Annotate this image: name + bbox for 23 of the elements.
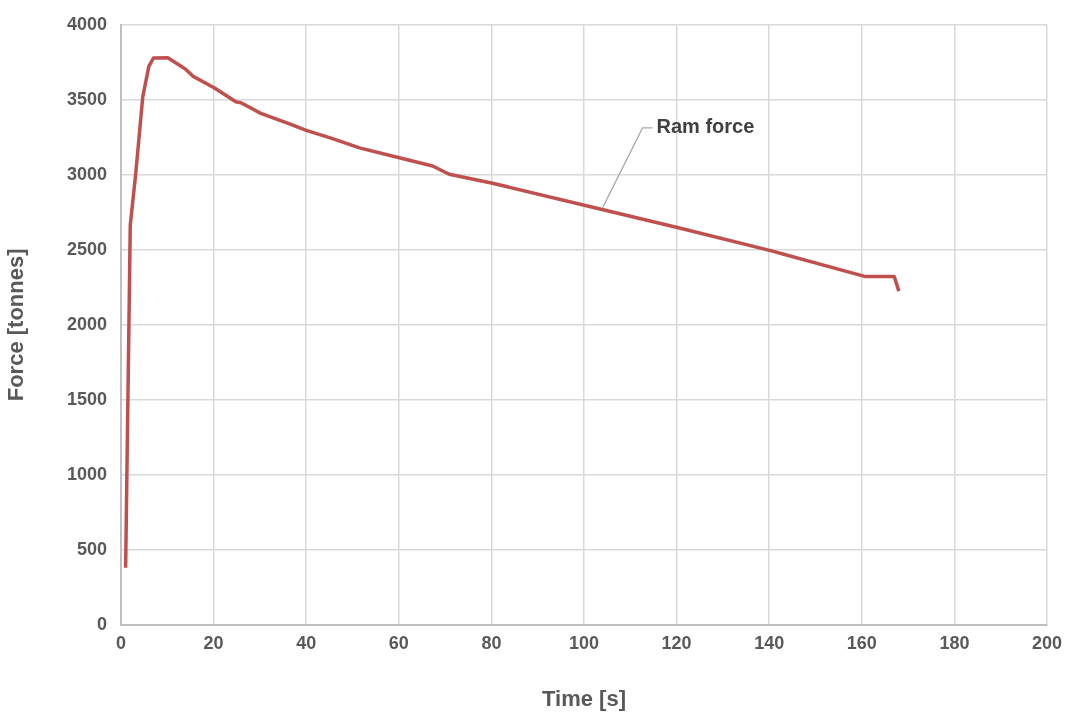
y-axis-title: Force [tonnes] (3, 248, 29, 402)
x-tick-label: 180 (939, 632, 970, 653)
y-tick-label: 4000 (66, 13, 107, 34)
y-tick-label: 3000 (66, 163, 107, 184)
x-tick-label: 120 (661, 632, 692, 653)
x-tick-label: 80 (481, 632, 502, 653)
x-tick-label: 200 (1031, 632, 1063, 653)
x-axis-title: Time [s] (542, 685, 626, 711)
x-tick-label: 140 (754, 632, 785, 653)
x-tick-label: 40 (296, 632, 317, 653)
x-tick-label: 20 (203, 632, 224, 653)
x-tick-label: 100 (568, 632, 600, 653)
y-tick-label: 1500 (66, 388, 107, 409)
x-tick-label: 0 (115, 632, 127, 653)
y-tick-label: 2000 (66, 313, 107, 334)
x-tick-label: 160 (846, 632, 877, 653)
y-tick-label: 500 (76, 538, 107, 559)
x-tick-label: 60 (388, 632, 409, 653)
y-tick-label: 0 (96, 613, 107, 634)
y-tick-label: 3500 (66, 88, 107, 109)
y-tick-label: 1000 (66, 463, 107, 484)
y-tick-label: 2500 (66, 238, 107, 259)
annotation: Ram force (656, 115, 755, 138)
